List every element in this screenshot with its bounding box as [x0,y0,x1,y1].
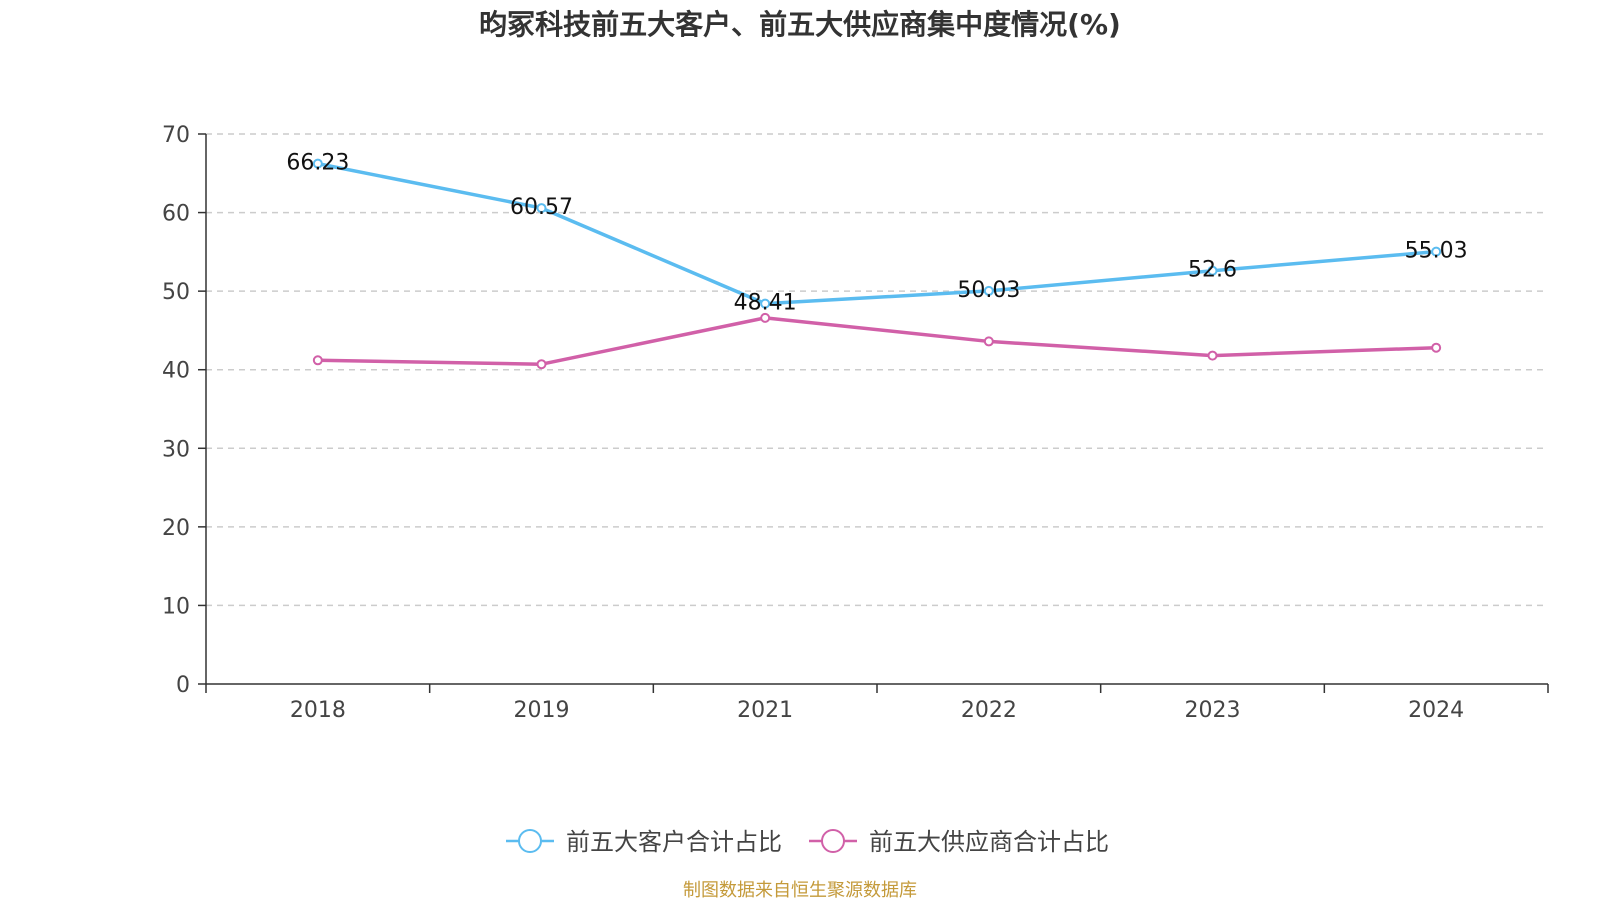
y-tick-label: 20 [162,516,190,541]
data-label: 52.6 [1188,258,1237,283]
source-note: 制图数据来自恒生聚源数据库 [683,880,917,900]
y-tick-label: 10 [162,594,190,619]
x-tick-label: 2021 [737,698,793,723]
data-labels: 66.23 60.57 48.41 50.03 52.6 55.03 [286,151,1467,316]
data-point [1207,265,1218,276]
legend-marker [518,829,542,853]
x-tick-label: 2023 [1185,698,1241,723]
legend-item-2[interactable]: 前五大供应商合计占比 [809,828,1109,856]
x-tick-label: 2022 [961,698,1017,723]
x-tick-label: 2024 [1408,698,1464,723]
y-tick-label: 0 [176,673,190,698]
data-label: 66.23 [286,151,349,176]
data-point [760,298,771,309]
data-label: 50.03 [957,278,1020,303]
data-point [1207,350,1218,361]
y-tick-label: 60 [162,202,190,227]
chart-title: 昀冢科技前五大客户、前五大供应商集中度情况(%) [479,8,1121,41]
y-tick-label: 50 [162,280,190,305]
legend-label: 前五大供应商合计占比 [869,828,1109,856]
data-point [760,312,771,323]
x-tick-label: 2019 [514,698,570,723]
data-label: 48.41 [734,291,797,316]
data-label: 55.03 [1405,239,1468,264]
grid-lines [206,133,1548,607]
y-tick-label: 40 [162,359,190,384]
y-tick-label: 30 [162,437,190,462]
legend-marker [821,829,845,853]
data-point [536,359,547,370]
data-point [536,203,547,214]
data-point [1431,342,1442,353]
legend-label: 前五大客户合计占比 [566,828,782,856]
y-tick-label: 70 [162,123,190,148]
data-point [983,336,994,347]
legend-item-1[interactable]: 前五大客户合计占比 [506,828,782,856]
data-point [312,355,323,366]
legend[interactable]: 前五大客户合计占比 前五大供应商合计占比 [506,828,1109,856]
series-line-1 [316,161,1438,306]
axes: 0 10 20 30 40 50 60 70 2018 2019 2021 2022 2023 2024 [162,123,1549,723]
x-tick-label: 2018 [290,698,346,723]
series-line-2 [316,316,1438,366]
data-label: 60.57 [510,195,573,220]
data-point [983,285,994,296]
series-group [312,158,1442,370]
data-point [312,158,323,169]
data-point [1431,246,1442,257]
